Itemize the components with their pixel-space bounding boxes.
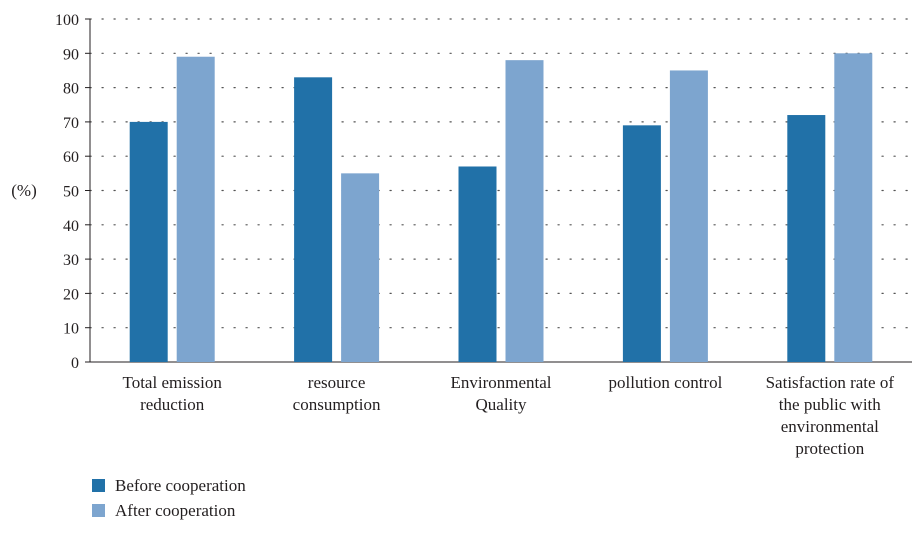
- legend-label-after: After cooperation: [115, 501, 236, 520]
- y-tick-label: 60: [63, 149, 79, 166]
- x-tick-label: Environmental Quality: [450, 373, 551, 414]
- bar-after-4: [669, 70, 708, 362]
- y-tick-label: 40: [63, 218, 79, 235]
- x-tick-labels: Total emission reduction resource consumpti…: [123, 373, 895, 458]
- x-tick-label: resource consumption: [293, 373, 381, 414]
- x-tick-label: pollution control: [609, 373, 723, 392]
- bars: [129, 53, 873, 363]
- y-tick-label: 80: [63, 81, 79, 98]
- bar-before-5: [787, 115, 826, 362]
- bar-after-3: [505, 60, 544, 362]
- bar-after-2: [341, 173, 380, 362]
- bar-after-5: [834, 53, 873, 363]
- y-tick-label: 50: [63, 184, 79, 201]
- legend-swatch-before: [92, 479, 105, 492]
- legend: Before cooperation After cooperation: [92, 476, 246, 520]
- x-tick-label: Satisfaction rate of the public with envir…: [766, 373, 895, 458]
- gridlines: [89, 18, 913, 329]
- bar-before-4: [622, 125, 661, 362]
- y-axis-label: (%): [11, 181, 36, 200]
- y-tick-label: 90: [63, 46, 79, 63]
- y-tick-label: 0: [71, 355, 79, 372]
- y-tick-label: 70: [63, 115, 79, 132]
- legend-label-before: Before cooperation: [115, 476, 246, 495]
- bar-before-2: [294, 77, 333, 362]
- y-tick-label: 30: [63, 252, 79, 269]
- y-tick-labels: 0 10 20 30 40 50 60 70 80 90 100: [55, 12, 79, 372]
- axes: [85, 18, 912, 363]
- x-tick-label: Total emission reduction: [123, 373, 223, 414]
- legend-swatch-after: [92, 504, 105, 517]
- y-tick-label: 20: [63, 286, 79, 303]
- bar-before-3: [458, 166, 497, 362]
- y-tick-label: 100: [55, 12, 79, 29]
- y-tick-label: 10: [63, 321, 79, 338]
- bar-after-1: [176, 56, 215, 362]
- bar-before-1: [129, 121, 168, 363]
